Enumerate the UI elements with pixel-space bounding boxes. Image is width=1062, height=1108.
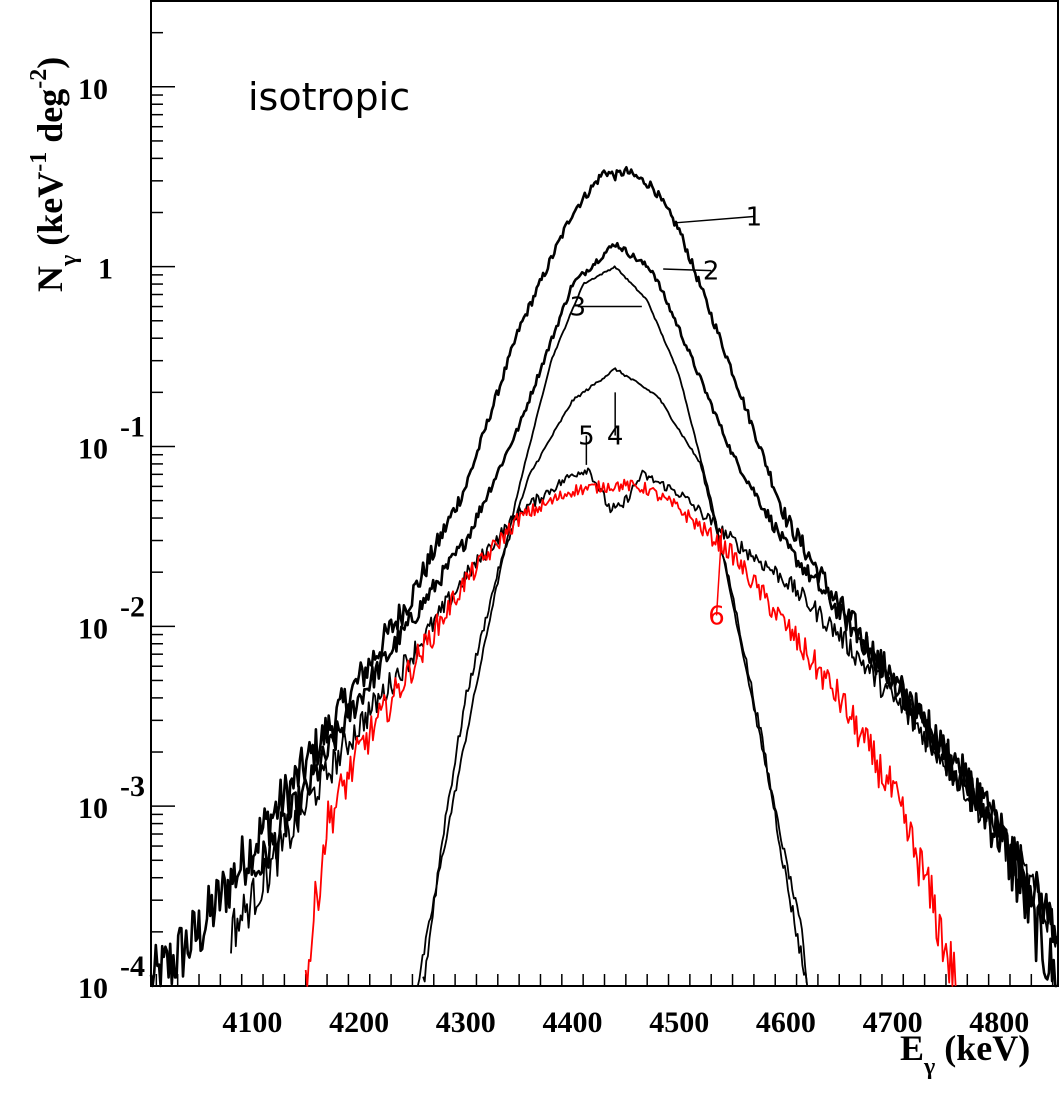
y-tick-label: 10 [78, 73, 108, 106]
annotation-label: isotropic [248, 75, 410, 119]
y-tick-label: 10 [78, 432, 108, 465]
series-2-line [251, 241, 1059, 945]
curve-label-4: 4 [607, 422, 624, 452]
x-tick-labels: 4100 4200 4300 4400 4500 4600 4700 4800 [222, 1006, 1029, 1039]
curve-label-2: 2 [703, 257, 720, 287]
x-tick-label: 4100 [222, 1006, 282, 1039]
series-4-line [422, 367, 809, 987]
y-tick-exponent: -1 [120, 410, 145, 443]
x-axis-title: Eγ (keV) [900, 1028, 1030, 1080]
series-5-line [230, 467, 1058, 954]
x-tick-label: 4300 [436, 1006, 496, 1039]
y-tick-exponent: -3 [120, 770, 145, 803]
series-3-line [416, 265, 808, 987]
y-tick-exponent: -2 [120, 590, 145, 623]
y-tick-label: 10 [78, 792, 108, 825]
curve-label-leader [663, 268, 712, 272]
series-6-line [304, 478, 957, 987]
axis-ticks [151, 0, 1054, 987]
curve-label-5: 5 [578, 422, 595, 452]
curve-labels: 12 3 45 6 [570, 203, 763, 632]
y-tick-label: 10 [78, 612, 108, 645]
x-tick-label: 4800 [969, 1006, 1029, 1039]
y-tick-exponent: -4 [120, 950, 145, 983]
curve-label-1: 1 [746, 203, 763, 233]
y-tick-label: 1 [98, 253, 113, 286]
x-tick-label: 4400 [542, 1006, 602, 1039]
y-tick-labels: 10 1 10 -1 10 -2 10 -3 10 -4 [78, 73, 145, 1005]
x-tick-label: 4700 [863, 1006, 923, 1039]
series-group [149, 166, 1059, 988]
curve-label-leader [673, 215, 754, 224]
curve-label-6: 6 [708, 601, 725, 631]
series-1-line [149, 166, 1057, 988]
curve-label-3: 3 [570, 293, 587, 323]
x-tick-label: 4500 [649, 1006, 709, 1039]
y-tick-label: 10 [78, 972, 108, 1005]
y-axis-title: Nγ (keV-1 deg-2) [26, 57, 82, 292]
x-tick-label: 4200 [329, 1006, 389, 1039]
x-tick-label: 4600 [756, 1006, 816, 1039]
curve-label-leader [715, 528, 723, 616]
